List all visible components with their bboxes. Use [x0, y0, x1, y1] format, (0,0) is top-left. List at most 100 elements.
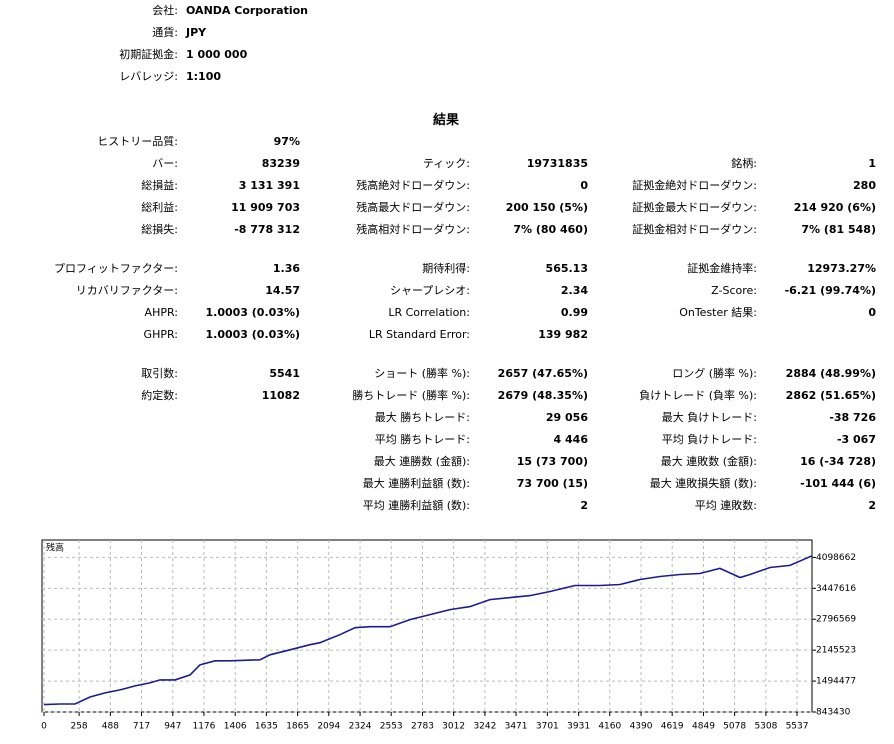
result-label: 証拠金最大ドローダウン:: [632, 201, 757, 214]
result-value: 1.36: [272, 262, 300, 275]
plot-frame: [41, 539, 813, 713]
result-label: 勝ちトレード (勝率 %):: [352, 389, 470, 402]
result-value: 1.0003 (0.03%): [205, 328, 301, 341]
result-label: バー:: [152, 157, 178, 170]
result-value: 280: [853, 179, 876, 192]
result-label: 証拠金相対ドローダウン:: [632, 223, 757, 236]
result-label: プロフィットファクター:: [53, 262, 178, 275]
result-label: 証拠金維持率:: [687, 262, 757, 275]
result-label: 総利益:: [141, 201, 178, 214]
result-label: 証拠金絶対ドローダウン:: [632, 179, 757, 192]
result-value: 2884 (48.99%): [785, 367, 876, 380]
x-tick-label: 1865: [286, 722, 309, 732]
result-label: シャープレシオ:: [389, 284, 470, 297]
result-label: 銘柄:: [731, 157, 757, 170]
result-label: 最大 連敗損失額 (数):: [649, 477, 757, 490]
x-tick-label: 4619: [661, 722, 684, 732]
y-tick-label: 2145523: [816, 646, 856, 656]
x-tick-label: 0: [41, 722, 47, 732]
x-tick-label: 3931: [567, 722, 590, 732]
result-label: GHPR:: [143, 328, 178, 341]
y-tick-label: 4098662: [816, 553, 856, 563]
header-value: OANDA Corporation: [186, 4, 308, 17]
chart-title: 残高: [46, 542, 64, 554]
result-value: 1: [868, 157, 876, 170]
x-tick-label: 4390: [630, 722, 653, 732]
results-title: 結果: [432, 113, 459, 128]
result-value: 0.99: [560, 306, 588, 319]
result-value: -6.21 (99.74%): [784, 284, 876, 297]
result-value: 4 446: [553, 433, 588, 446]
result-value: 7% (81 548): [801, 223, 876, 236]
x-tick-label: 4849: [692, 722, 715, 732]
result-value: 0: [580, 179, 588, 192]
result-value: 2862 (51.65%): [785, 389, 876, 402]
header-label: 通貨:: [152, 26, 178, 39]
result-label: 残高相対ドローダウン:: [356, 223, 470, 236]
result-value: 14.57: [265, 284, 300, 297]
result-label: AHPR:: [144, 306, 178, 319]
result-value: 139 982: [538, 328, 588, 341]
header-value: 1:100: [186, 70, 222, 83]
x-tick-label: 1406: [224, 722, 247, 732]
result-value: 2: [580, 499, 588, 512]
x-tick-label: 3471: [505, 722, 528, 732]
result-value: 11 909 703: [231, 201, 300, 214]
result-label: ロング (勝率 %):: [672, 367, 757, 380]
y-tick-label: 3447616: [816, 584, 856, 594]
result-value: 2657 (47.65%): [497, 367, 588, 380]
result-label: 約定数:: [141, 389, 178, 402]
balance-line: [43, 555, 813, 706]
result-value: 200 150 (5%): [505, 201, 588, 214]
result-value: 214 920 (6%): [793, 201, 876, 214]
result-value: -8 778 312: [234, 223, 300, 236]
result-value: 565.13: [545, 262, 588, 275]
x-tick-label: 947: [164, 722, 181, 732]
header-value: 1 000 000: [186, 48, 248, 61]
result-label: ティック:: [422, 157, 470, 170]
header-label: 会社:: [152, 4, 178, 17]
result-value: 12973.27%: [807, 262, 876, 275]
x-tick-label: 3012: [442, 722, 465, 732]
y-tick-label: 843430: [816, 708, 851, 718]
x-tick-label: 3242: [473, 722, 496, 732]
result-value: 97%: [273, 135, 300, 148]
x-tick-label: 2553: [380, 722, 403, 732]
x-tick-label: 2094: [317, 722, 340, 732]
x-tick-label: 2324: [349, 722, 372, 732]
x-tick-label: 2783: [411, 722, 434, 732]
result-value: -101 444 (6): [800, 477, 876, 490]
y-tick-label: 2796569: [816, 615, 856, 625]
result-label: LR Standard Error:: [368, 328, 470, 341]
result-label: 期待利得:: [422, 262, 470, 275]
result-value: 1.0003 (0.03%): [205, 306, 301, 319]
result-value: 15 (73 700): [516, 455, 588, 468]
result-label: 平均 勝ちトレード:: [374, 433, 470, 446]
result-value: 83239: [261, 157, 300, 170]
result-label: 最大 勝ちトレード:: [374, 411, 470, 424]
result-label: LR Correlation:: [388, 306, 470, 319]
result-label: ヒストリー品質:: [97, 135, 178, 148]
x-tick-label: 4160: [598, 722, 621, 732]
result-label: ショート (勝率 %):: [374, 367, 470, 380]
result-label: 残高最大ドローダウン:: [356, 201, 470, 214]
header-value: JPY: [186, 26, 207, 39]
y-tick-label: 1494477: [816, 677, 856, 687]
result-value: 7% (80 460): [513, 223, 588, 236]
result-value: 2679 (48.35%): [497, 389, 588, 402]
balance-chart: 残高 843430 1494477 2145523 2796569 3447616 409…: [41, 539, 856, 732]
result-value: 2: [868, 499, 876, 512]
x-tick-label: 5078: [723, 722, 746, 732]
header-label: レバレッジ:: [119, 70, 178, 83]
result-label: 平均 連勝利益額 (数):: [362, 499, 470, 512]
x-tick-label: 488: [102, 722, 119, 732]
result-label: 負けトレード (負率 %):: [639, 389, 757, 402]
x-tick-label: 717: [133, 722, 150, 732]
result-value: -38 726: [829, 411, 876, 424]
x-tick-label: 5537: [786, 722, 809, 732]
result-label: 最大 連勝数 (金額):: [373, 455, 470, 468]
result-label: 最大 連勝利益額 (数):: [362, 477, 470, 490]
result-label: リカバリファクター:: [75, 284, 178, 297]
result-label: OnTester 結果:: [679, 306, 757, 319]
